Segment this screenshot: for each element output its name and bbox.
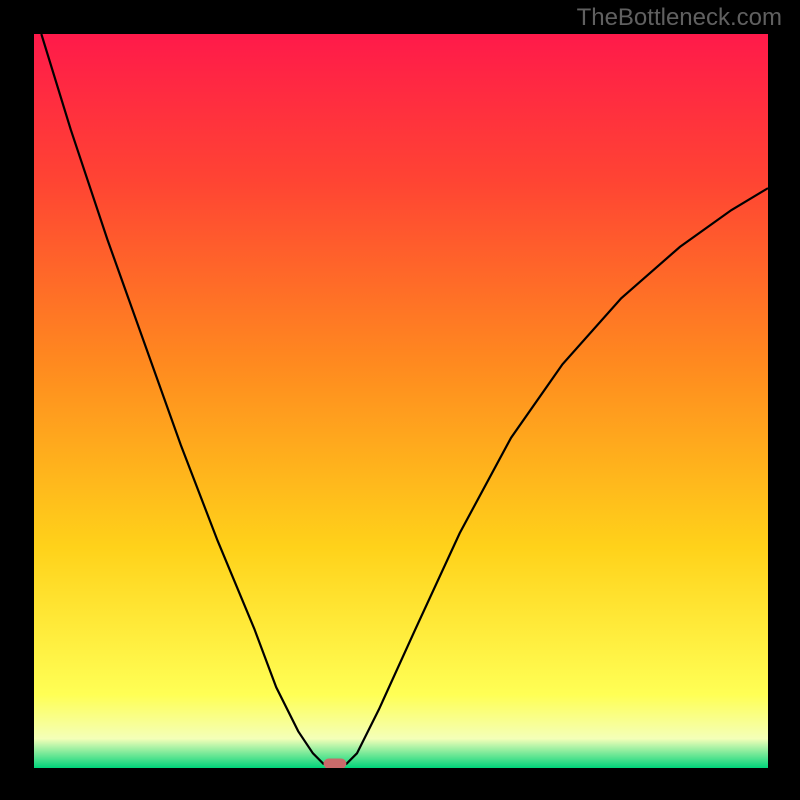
bottleneck-curve-right bbox=[346, 188, 768, 764]
watermark-text: TheBottleneck.com bbox=[577, 4, 782, 32]
chart-svg bbox=[34, 34, 768, 768]
chart-frame: TheBottleneck.com bbox=[0, 0, 800, 800]
bottleneck-curve-left bbox=[41, 34, 324, 764]
plot-area bbox=[34, 34, 768, 768]
optimal-point-marker bbox=[324, 758, 347, 768]
